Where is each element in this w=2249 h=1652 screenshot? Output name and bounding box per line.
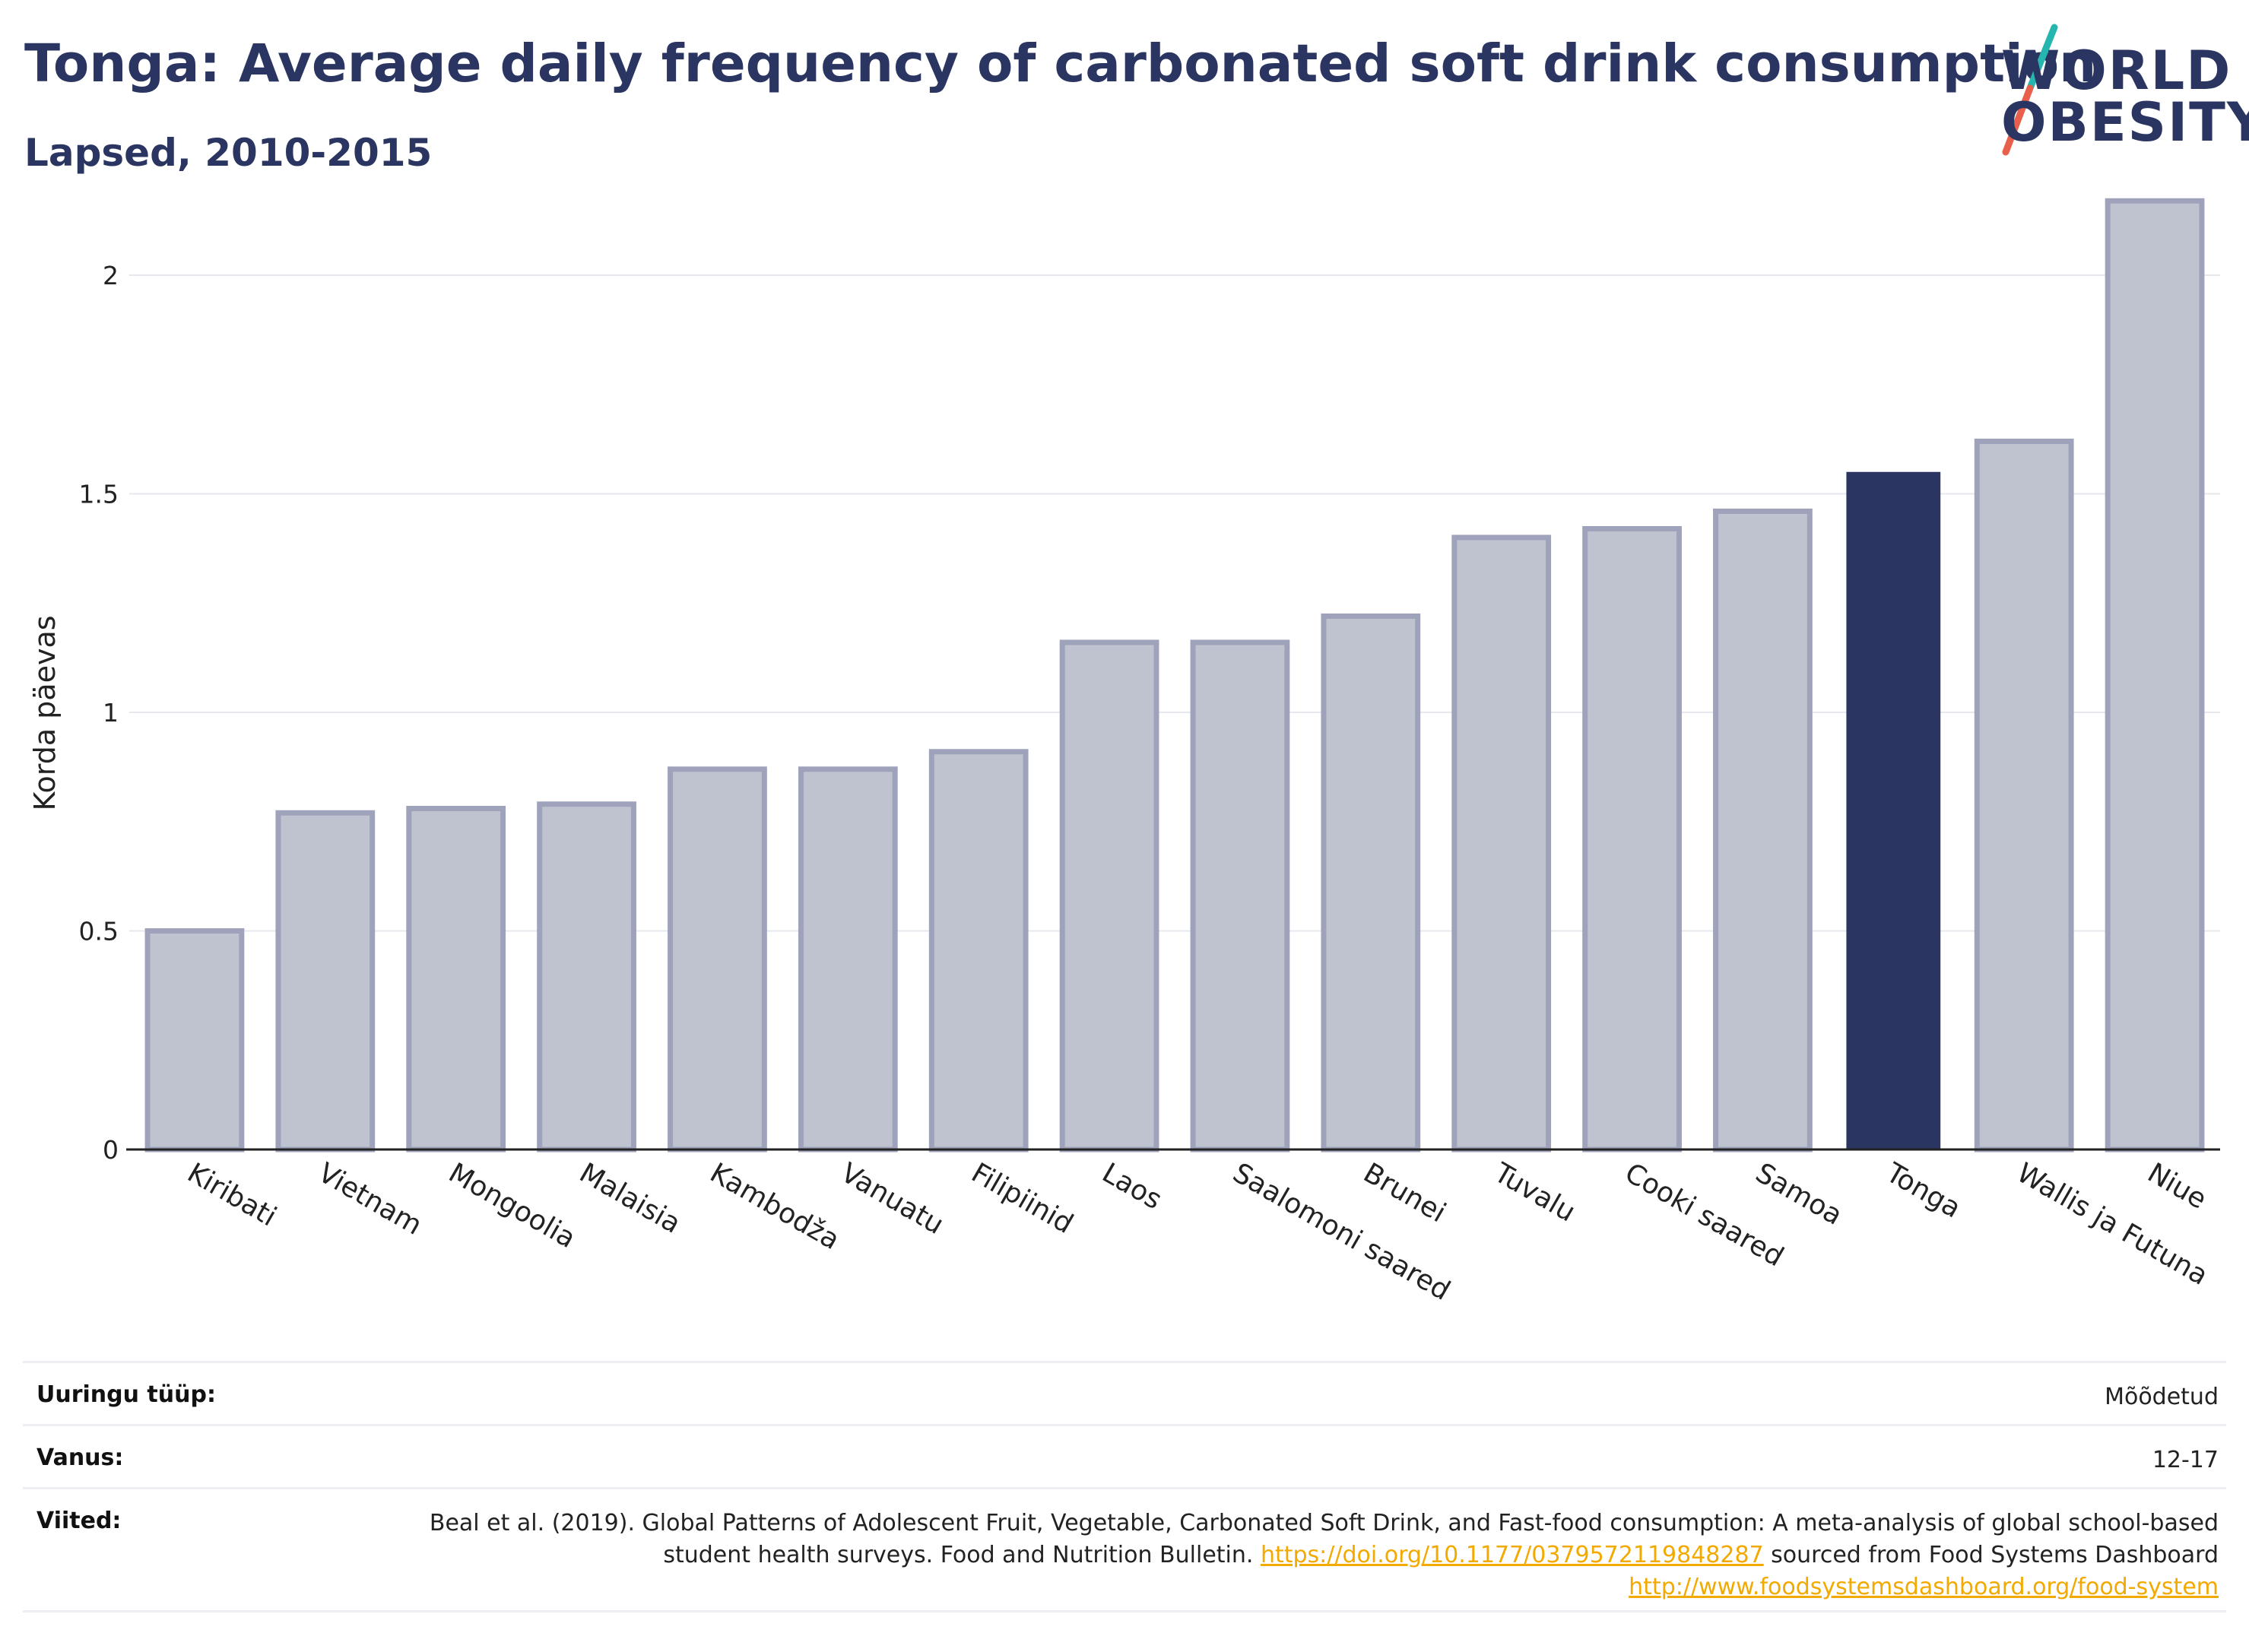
x-tick-label: Vanuatu bbox=[836, 1157, 949, 1241]
x-tick-label: Niue bbox=[2143, 1157, 2212, 1215]
x-tick-label: Mongoolia bbox=[443, 1157, 581, 1254]
world-obesity-logo: WORLD OBESITY bbox=[1984, 21, 2249, 158]
bar-saalomoni-saared[interactable] bbox=[1190, 639, 1290, 1153]
chart-subtitle: Lapsed, 2010-2015 bbox=[24, 131, 433, 175]
x-tick-label: Vietnam bbox=[312, 1157, 427, 1241]
food-systems-dashboard-link[interactable]: http://www.foodsystemsdashboard.org/food… bbox=[1629, 1574, 2219, 1600]
bar-wallis-ja-futuna[interactable] bbox=[1974, 439, 2074, 1153]
metadata-table: Uuringu tüüp: Mõõdetud Vanus: 12-17 Viit… bbox=[23, 1361, 2226, 1612]
x-tick-label: Samoa bbox=[1750, 1157, 1848, 1232]
logo-text-world: WORLD bbox=[2001, 40, 2232, 102]
bar-chart: 0 0.5 1 1.5 2 Kiribati Vietnam MongooliaMalaisi… bbox=[28, 198, 2220, 1307]
bar-tonga[interactable] bbox=[1846, 471, 1941, 1149]
bar-kiribati[interactable] bbox=[144, 928, 245, 1153]
bar-filipiinid[interactable] bbox=[928, 749, 1029, 1153]
x-tick-label: Tuvalu bbox=[1488, 1157, 1580, 1229]
x-tick-label: Filipiinid bbox=[966, 1157, 1078, 1240]
y-tick-label: 2 bbox=[103, 261, 119, 290]
bar-samoa[interactable] bbox=[1713, 509, 1813, 1153]
meta-row-age: Vanus: 12-17 bbox=[23, 1424, 2226, 1487]
bar-tuvalu[interactable] bbox=[1451, 534, 1552, 1153]
reference-text-2: sourced from Food Systems Dashboard bbox=[1763, 1542, 2219, 1568]
x-tick-label: Malaisia bbox=[574, 1157, 686, 1240]
meta-row-survey-type: Uuringu tüüp: Mõõdetud bbox=[23, 1361, 2226, 1424]
meta-row-references: Viited: Beal et al. (2019). Global Patte… bbox=[23, 1487, 2226, 1612]
y-tick-label: 0.5 bbox=[79, 917, 119, 946]
reference-text-1: Beal et al. (2019). Global Patterns of A… bbox=[429, 1510, 2219, 1568]
bar-cooki-saared[interactable] bbox=[1582, 526, 1682, 1153]
y-axis-label: Korda päevas bbox=[28, 615, 62, 810]
bar-niue[interactable] bbox=[2105, 198, 2205, 1153]
logo-slash-icon bbox=[2002, 24, 2058, 156]
meta-label: Vanus: bbox=[36, 1444, 124, 1471]
meta-value: 12-17 bbox=[2152, 1447, 2219, 1473]
bar-mongoolia[interactable] bbox=[406, 806, 506, 1153]
meta-label: Uuringu tüüp: bbox=[36, 1381, 216, 1408]
bar-kambodža[interactable] bbox=[668, 766, 767, 1153]
bar-malaisia[interactable] bbox=[537, 801, 636, 1153]
x-tick-label: Kambodža bbox=[705, 1157, 845, 1256]
x-tick-label: Brunei bbox=[1358, 1157, 1451, 1229]
meta-label: Viited: bbox=[36, 1508, 122, 1534]
logo-text-obesity: OBESITY bbox=[2001, 91, 2249, 154]
x-tick-label: Kiribati bbox=[182, 1157, 281, 1232]
y-tick-label: 1.5 bbox=[79, 480, 119, 509]
bar-laos[interactable] bbox=[1059, 639, 1159, 1153]
bar-vanuatu[interactable] bbox=[798, 766, 898, 1153]
x-tick-label: Saalomoni saared bbox=[1227, 1157, 1455, 1307]
x-tick-label: Tonga bbox=[1880, 1157, 1966, 1225]
references-text: Beal et al. (2019). Global Patterns of A… bbox=[394, 1508, 2226, 1603]
y-tick-label: 0 bbox=[103, 1135, 119, 1165]
doi-link[interactable]: https://doi.org/10.1177/0379572119848287 bbox=[1260, 1542, 1764, 1568]
bar-vietnam[interactable] bbox=[275, 810, 376, 1153]
y-tick-label: 1 bbox=[103, 698, 119, 728]
meta-value: Mõõdetud bbox=[2105, 1384, 2219, 1410]
bars bbox=[144, 198, 2205, 1153]
chart-title: Tonga: Average daily frequency of carbon… bbox=[24, 33, 2097, 94]
x-tick-label: Laos bbox=[1097, 1157, 1167, 1216]
bar-brunei[interactable] bbox=[1321, 614, 1421, 1153]
